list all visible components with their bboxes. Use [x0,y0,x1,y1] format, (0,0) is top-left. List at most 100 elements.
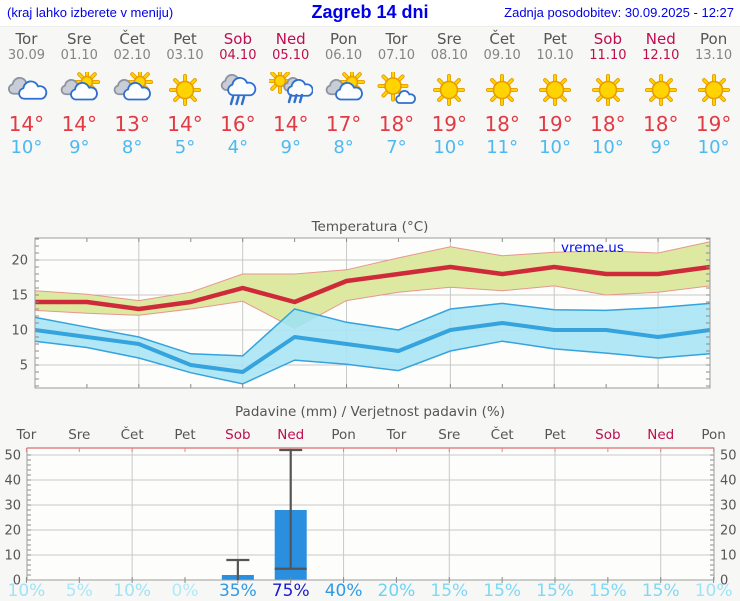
sunny-icon [591,74,624,106]
day-column[interactable]: Tor 07.10 18° 7° [370,31,423,159]
day-name-label: Sob [593,30,622,48]
day-column[interactable]: Pon 06.10 17° 8° [317,31,370,159]
min-temp-label: 4° [227,137,249,158]
sunny-icon [169,74,201,106]
day-column[interactable]: Ned 12.10 18° 9° [634,31,687,159]
precip-probability-label: 40% [324,581,363,601]
min-temp-label: 8° [121,137,143,158]
vreme-us-watermark[interactable]: vreme.us [561,240,624,256]
day-date-label: 01.10 [60,48,98,63]
precip-grid [27,448,714,580]
max-temp-label: 19° [431,112,468,136]
max-temp-label: 17° [325,112,362,136]
day-date-label: 12.10 [642,48,680,63]
min-temp-label: 5° [174,137,196,158]
day-column[interactable]: Pet 03.10 14° 5° [159,31,212,159]
precip-day-label: Pon [331,427,356,443]
min-temp-label: 7° [386,137,407,158]
precip-y-tick-label-right: 40 [720,474,737,489]
precip-probability-label: 0% [171,581,199,601]
precip-y-tick-label-right: 50 [720,449,737,464]
precip-probability-label: 35% [218,581,257,601]
forecast-strip: Tor 30.09 14° 10° Sre 01.10 14° 9° Čet 02.10 13° 8°… [0,31,740,159]
min-temp-label: 10° [10,137,43,158]
temp-ticks [34,238,711,388]
min-temp-line [34,321,711,374]
temp-y-tick-label: 20 [11,254,28,269]
max-temp-label: 16° [220,112,256,136]
day-column[interactable]: Sob 11.10 18° 10° [581,31,634,159]
day-column[interactable]: Pet 10.10 19° 10° [529,31,582,159]
temp-plot-border [34,237,711,389]
day-column[interactable]: Čet 09.10 18° 11° [476,31,529,159]
day-column[interactable]: Sre 01.10 14° 9° [53,31,106,159]
mostly-sunny-icon [377,72,418,108]
day-column[interactable]: Sre 08.10 19° 10° [423,31,476,159]
temp-y-tick-label: 5 [20,359,28,374]
weather-icon-wrap [0,63,53,111]
max-temp-label: 18° [643,112,679,136]
weather-icon-wrap [264,63,317,111]
sunny-icon [644,74,677,106]
precip-y-tick-label-left: 20 [4,524,21,539]
day-name-label: Ned [275,30,306,48]
precip-day-label: Tor [16,427,37,443]
precip-day-label: Sre [438,427,461,443]
min-band-lower-edge [34,340,711,385]
sunny-icon [486,74,519,106]
last-updated: Zadnja posodobitev: 30.09.2025 - 12:27 [504,5,734,20]
precip-day-label: Ned [277,427,305,443]
precip-probability-label: 75% [271,581,310,601]
weather-icon-wrap [159,63,212,111]
day-date-label: 08.10 [430,48,468,63]
max-temp-label: 19° [537,112,573,136]
day-column[interactable]: Pon 13.10 19° 10° [687,31,740,159]
precip-probability-label: 15% [430,581,469,601]
max-temp-line [35,264,711,312]
weather-icon-wrap [106,63,159,111]
partly-sunny-icon [57,72,101,108]
weather-icon-wrap [211,63,264,111]
precip-day-label: Sre [68,427,91,443]
day-column[interactable]: Tor 30.09 14° 10° [0,31,53,159]
weather-icon-wrap [476,63,529,111]
max-temp-label: 19° [695,112,732,136]
precip-chart-title: Padavine (mm) / Verjetnost padavin (%) [235,404,505,420]
precip-day-labels-row: Tor Sre Čet Pet Sob Ned Pon Tor Sre Čet Pet Sob Ned P… [0,427,740,443]
min-temp-band [35,303,710,384]
precip-y-tick-label-left: 10 [4,549,21,564]
min-temp-label: 11° [486,137,519,158]
day-date-label: 03.10 [166,48,204,63]
weather-icon-wrap [634,63,687,111]
day-name-label: Sre [437,30,462,48]
day-column[interactable]: Sob 04.10 16° 4° [211,31,264,159]
min-temp-label: 9° [69,137,90,158]
menu-hint: (kraj lahko izberete v meniju) [7,5,174,20]
weather-icon-wrap [529,63,582,111]
precip-plot-area [27,448,714,580]
precip-probability-label: 15% [483,581,522,601]
day-name-label: Čet [489,30,515,48]
day-name-label: Sre [66,30,92,48]
day-name-label: Ned [645,30,676,48]
day-date-label: 02.10 [113,48,151,63]
sunny-icon [433,74,466,106]
day-column[interactable]: Ned 05.10 14° 9° [264,31,317,159]
precip-day-label: Čet [490,427,514,443]
sunny-icon [539,74,572,106]
precipitation-chart: 0 0 10 10 20 20 30 30 40 40 50 50 [4,447,737,589]
precip-y-tick-label-right: 0 [720,574,728,589]
day-name-label: Sob [223,30,252,48]
min-band-upper-edge [34,302,711,357]
day-date-label: 04.10 [219,48,257,63]
temp-y-tick-label: 15 [11,289,28,304]
day-date-label: 05.10 [272,48,310,63]
precip-y-tick-label-right: 30 [720,499,737,514]
min-temp-label: 8° [333,137,354,158]
day-column[interactable]: Čet 02.10 13° 8° [106,31,159,159]
max-temp-label: 14° [8,112,45,136]
precip-day-label: Pon [701,427,726,443]
precip-probability-label: 15% [536,581,574,601]
day-date-label: 10.10 [536,48,574,63]
temp-y-tick-label: 10 [11,324,28,339]
